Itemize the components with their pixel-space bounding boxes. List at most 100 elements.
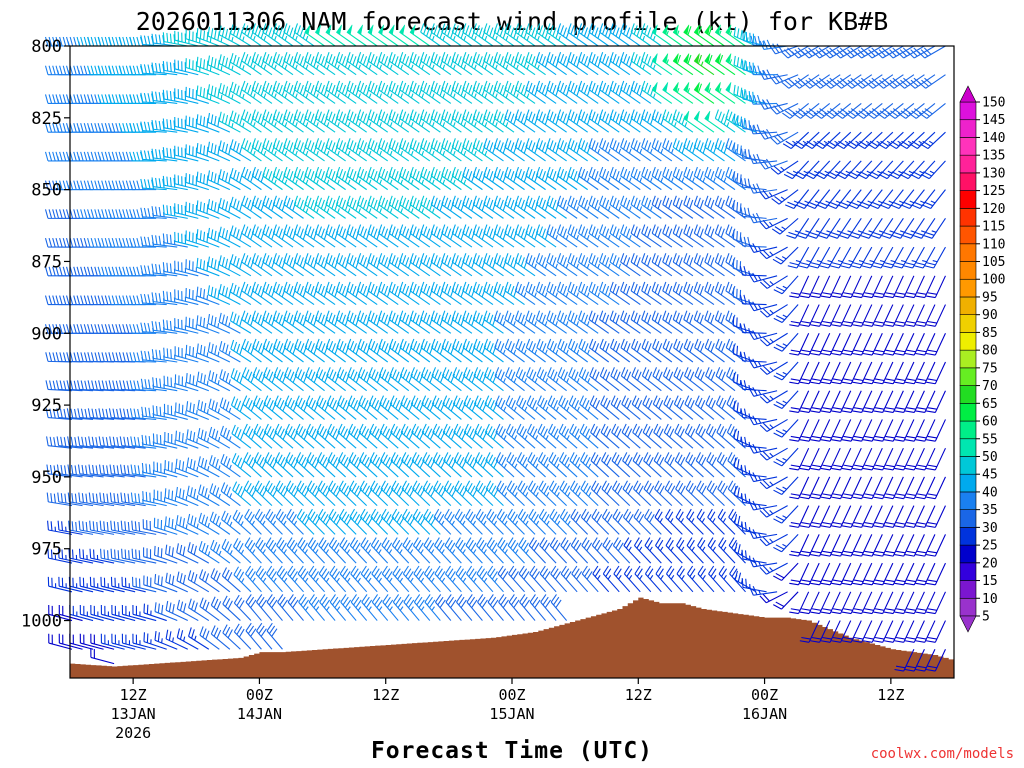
wind-barb <box>196 257 220 277</box>
colorbar-label: 15 <box>982 574 998 589</box>
wind-barb <box>298 594 315 621</box>
y-tick-label: 975 <box>31 540 62 560</box>
wind-barb <box>176 571 199 593</box>
wind-barb <box>315 367 336 392</box>
colorbar-swatch <box>959 119 977 138</box>
wind-barb <box>242 395 262 420</box>
wind-barb <box>120 492 146 507</box>
colorbar-label: 35 <box>982 503 998 518</box>
wind-barb <box>109 492 136 507</box>
wind-barb <box>165 629 188 650</box>
colorbar-swatch <box>959 562 977 581</box>
wind-barb <box>307 537 325 564</box>
wind-barb <box>252 395 273 420</box>
wind-barb <box>229 139 252 162</box>
y-tick-label: 900 <box>31 324 62 344</box>
wind-barb <box>100 548 125 564</box>
wind-barb <box>262 80 283 104</box>
wind-barb <box>98 408 125 421</box>
wind-barb <box>199 569 220 593</box>
wind-barb <box>314 281 336 305</box>
wind-barb <box>152 433 178 449</box>
wind-barb <box>174 117 199 133</box>
wind-barb <box>233 594 252 621</box>
x-tick-year: 2026 <box>115 724 151 742</box>
wind-barb <box>174 174 199 191</box>
wind-barb <box>293 310 315 334</box>
wind-barb <box>218 54 241 76</box>
wind-barb <box>293 109 315 133</box>
wind-barb <box>88 436 115 449</box>
wind-barb <box>305 395 325 420</box>
wind-barb <box>315 24 336 47</box>
wind-barb <box>175 515 199 535</box>
wind-barb <box>254 480 273 507</box>
wind-barb <box>47 576 73 593</box>
wind-barb <box>99 492 125 507</box>
wind-barb <box>273 338 294 363</box>
wind-barb <box>197 456 220 478</box>
wind-barb <box>120 464 146 478</box>
wind-barb <box>153 545 178 564</box>
colorbar-swatch <box>959 261 977 280</box>
wind-barb <box>210 625 231 650</box>
wind-barb <box>210 568 231 593</box>
wind-barb <box>174 30 199 47</box>
colorbar-label: 40 <box>982 485 998 500</box>
wind-barb <box>100 633 125 650</box>
colorbar-label: 55 <box>982 432 998 447</box>
wind-barb <box>265 537 283 564</box>
wind-barb <box>186 457 210 478</box>
wind-barb <box>132 633 157 650</box>
wind-barb <box>185 115 209 133</box>
colorbar-label: 110 <box>982 237 1005 252</box>
colorbar-swatch <box>959 208 977 227</box>
colorbar-swatch <box>959 385 977 404</box>
wind-barb <box>218 140 241 162</box>
wind-barb <box>244 537 262 564</box>
wind-barb <box>163 347 188 363</box>
wind-barb <box>100 604 125 622</box>
wind-barb <box>304 253 325 277</box>
colorbar-swatch <box>959 597 977 617</box>
wind-barb <box>111 633 136 650</box>
wind-barb <box>277 594 294 621</box>
wind-barbs <box>44 23 946 672</box>
wind-barb <box>199 597 220 621</box>
wind-barb <box>66 380 94 392</box>
x-axis-label: Forecast Time (UTC) <box>371 738 653 764</box>
wind-barb <box>154 574 178 593</box>
wind-barb <box>164 516 188 535</box>
wind-barb <box>221 538 241 564</box>
colorbar-swatch <box>959 243 977 262</box>
colorbar-label: 85 <box>982 326 998 341</box>
wind-barb <box>255 537 273 564</box>
x-tick-label: 12Z <box>877 686 904 704</box>
wind-barb <box>78 492 104 507</box>
wind-barb <box>174 402 199 420</box>
wind-barb <box>132 604 157 622</box>
colorbar: 5 10 15 20 25 30 35 40 45 50 55 60 65 70 75 80 85 90 95 100… <box>959 85 1005 633</box>
colorbar-swatch <box>959 332 977 351</box>
wind-barb <box>287 594 304 621</box>
wind-barb <box>306 480 325 507</box>
wind-barb <box>152 405 178 420</box>
wind-barb <box>196 200 220 219</box>
colorbar-swatch <box>959 154 977 174</box>
x-tick-label: 12Z <box>625 686 652 704</box>
colorbar-swatch <box>959 225 977 245</box>
wind-barb <box>98 436 125 449</box>
wind-barb <box>129 65 157 76</box>
wind-barb <box>165 600 188 622</box>
wind-barb <box>174 231 199 248</box>
credit-link[interactable]: coolwx.com/models <box>871 746 1014 762</box>
chart-title: 2026011306 NAM forecast wind profile (kt… <box>136 7 889 36</box>
wind-barb <box>57 492 83 507</box>
wind-barb <box>304 80 325 104</box>
wind-barb <box>186 429 210 449</box>
wind-barb <box>266 622 283 650</box>
colorbar-swatch <box>959 491 977 510</box>
wind-barb <box>174 346 199 363</box>
wind-barb <box>284 423 304 449</box>
